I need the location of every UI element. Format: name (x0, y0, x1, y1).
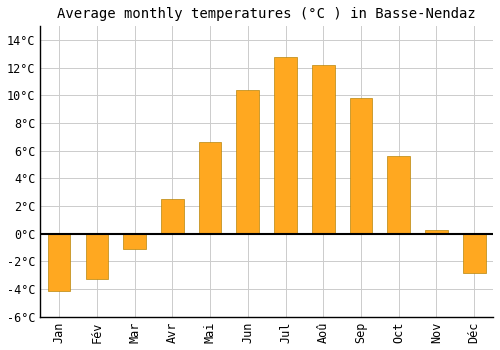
Bar (388, 156, 410, 234)
Bar (463, 234, 485, 273)
Bar (274, 57, 297, 234)
Bar (48, 234, 70, 290)
Bar (350, 98, 372, 234)
Bar (199, 142, 222, 234)
Bar (425, 230, 448, 234)
Bar (124, 234, 146, 249)
Title: Average monthly temperatures (°C ) in Basse-Nendaz: Average monthly temperatures (°C ) in Ba… (58, 7, 476, 21)
Bar (312, 65, 334, 234)
Bar (236, 90, 259, 234)
Bar (161, 199, 184, 234)
Bar (86, 234, 108, 279)
